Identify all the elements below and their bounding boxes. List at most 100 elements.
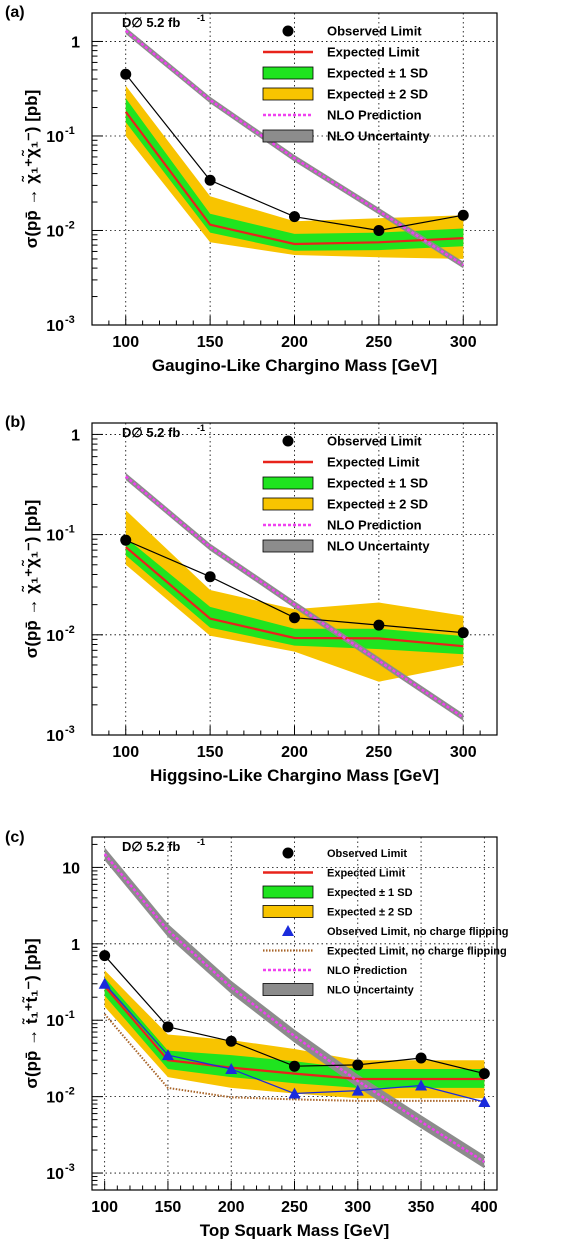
observed-marker [352, 1059, 364, 1071]
nlo-uncertainty-band [125, 473, 464, 721]
x-tick-label: 400 [471, 1199, 498, 1216]
legend-label: NLO Prediction [327, 965, 407, 977]
y-tick-label: 10 [46, 728, 64, 745]
y-tick-label: 10 [46, 628, 64, 645]
panel-label: (a) [5, 4, 25, 21]
legend-symbol-1sd [262, 476, 314, 490]
observed-no-flip-marker [351, 1084, 364, 1096]
legend-label: Expected Limit [327, 45, 420, 60]
band-1sd [125, 98, 464, 251]
y-tick-label: 1 [71, 427, 80, 444]
legend-label: NLO Uncertainty [327, 984, 415, 996]
x-tick-label: 350 [408, 1199, 435, 1216]
observed-marker [373, 619, 385, 631]
legend-symbol-observed [282, 847, 294, 859]
y-tick-exponent: -3 [65, 724, 75, 736]
legend-label: Observed Limit [327, 434, 422, 449]
y-tick-exponent: -1 [65, 524, 75, 536]
observed-marker [162, 1021, 174, 1033]
nlo-prediction-line [125, 29, 464, 267]
expected-line [124, 111, 464, 246]
x-tick-label: 100 [112, 744, 139, 761]
experiment-label-exponent: -1 [197, 13, 205, 23]
y-tick-label: 10 [62, 860, 80, 877]
y-axis-label: σ(pp̄ → χ̃₁⁺χ̃₁⁻) [pb] [21, 500, 41, 659]
legend-label: Expected ± 2 SD [327, 87, 428, 102]
legend-label: Expected ± 1 SD [327, 476, 428, 491]
observed-marker [289, 1060, 300, 1072]
band-1sd [104, 977, 485, 1088]
band-1sd [125, 537, 464, 655]
y-tick-label: 1 [71, 937, 80, 954]
expected-line [125, 546, 464, 648]
x-tick-label: 100 [112, 334, 139, 351]
legend-symbol-observed [282, 25, 294, 37]
y-tick-exponent: -1 [65, 125, 75, 137]
legend: Observed Limit Expected Limit Expected ± 1… [262, 24, 430, 144]
y-tick-exponent: -1 [65, 1009, 75, 1021]
experiment-label-exponent: -1 [197, 423, 205, 433]
x-tick-label: 200 [281, 744, 308, 761]
legend-label: Expected ± 2 SD [327, 906, 413, 918]
legend-label: Expected ± 1 SD [327, 66, 428, 81]
legend-label: NLO Prediction [327, 108, 422, 123]
y-tick-label: 10 [46, 129, 64, 146]
experiment-label: D∅ 5.2 fb [122, 425, 180, 440]
x-axis-label: Higgsino-Like Chargino Mass [GeV] [150, 766, 439, 785]
y-tick-label: 10 [46, 528, 64, 545]
panel-label: (b) [5, 414, 25, 431]
observed-no-flip-marker [98, 977, 111, 989]
observed-marker [120, 68, 132, 80]
observed-marker [120, 534, 132, 546]
legend-label: Expected Limit [327, 455, 420, 470]
experiment-label: D∅ 5.2 fb [122, 15, 180, 30]
x-tick-label: 150 [197, 334, 224, 351]
observed-marker [289, 612, 300, 624]
observed-marker [225, 1035, 237, 1047]
legend-symbol-observed-no-flip [282, 925, 294, 936]
nlo-prediction-line [124, 475, 464, 719]
x-axis-label: Top Squark Mass [GeV] [200, 1221, 390, 1239]
plot-area [92, 13, 497, 325]
x-tick-label: 150 [197, 744, 224, 761]
legend-label: Observed Limit, no charge flipping [327, 926, 509, 938]
expected-no-flip-line [103, 1013, 485, 1102]
legend: Observed Limit Expected Limit Expected ± 1… [262, 434, 430, 554]
y-tick-label: 10 [46, 1090, 64, 1107]
x-tick-label: 300 [450, 744, 477, 761]
legend-label: Expected ± 1 SD [327, 887, 413, 899]
observed-marker [373, 224, 385, 236]
observed-marker [204, 571, 216, 583]
y-tick-label: 10 [46, 1166, 64, 1183]
observed-marker [99, 950, 111, 962]
plot-area [92, 423, 497, 735]
legend-symbol-2sd [262, 905, 314, 918]
observed-marker [204, 174, 216, 186]
y-axis-label: σ(pp̄ → t̃₁⁺t̃₁⁻) [pb] [22, 938, 41, 1088]
y-tick-exponent: -2 [65, 624, 75, 636]
observed-marker [457, 627, 469, 639]
legend-label: NLO Uncertainty [327, 129, 430, 144]
observed-no-flip-marker [225, 1062, 238, 1074]
y-axis-label: σ(pp̄ → χ̃₁⁺χ̃₁⁻) [pb] [21, 90, 41, 249]
legend-symbol-2sd [262, 497, 314, 511]
observed-no-flip-marker [478, 1096, 491, 1108]
observed-marker [415, 1052, 427, 1064]
x-tick-label: 200 [218, 1199, 245, 1216]
observed-no-flip-marker [415, 1079, 428, 1091]
legend-symbol-1sd [262, 66, 314, 80]
nlo-prediction-line [103, 853, 485, 1163]
legend-symbol-1sd [262, 885, 314, 899]
panel-label: (c) [5, 829, 25, 846]
x-tick-label: 300 [344, 1199, 371, 1216]
legend-label: Expected ± 2 SD [327, 497, 428, 512]
legend-symbol-nlo-band [262, 539, 314, 553]
observed-no-flip-marker [288, 1087, 301, 1099]
plot-area [92, 837, 497, 1190]
y-tick-label: 10 [46, 318, 64, 335]
legend-label: Observed Limit [327, 24, 422, 39]
observed-no-flip-marker [161, 1049, 174, 1061]
